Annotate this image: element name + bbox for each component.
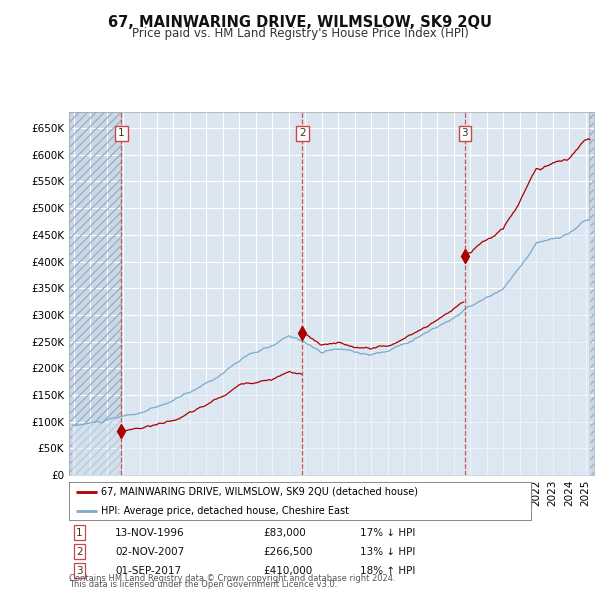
- Text: 01-SEP-2017: 01-SEP-2017: [115, 566, 181, 575]
- Text: 02-NOV-2007: 02-NOV-2007: [115, 547, 184, 556]
- Text: HPI: Average price, detached house, Cheshire East: HPI: Average price, detached house, Ches…: [101, 506, 349, 516]
- Text: 67, MAINWARING DRIVE, WILMSLOW, SK9 2QU: 67, MAINWARING DRIVE, WILMSLOW, SK9 2QU: [108, 15, 492, 30]
- Text: Contains HM Land Registry data © Crown copyright and database right 2024.: Contains HM Land Registry data © Crown c…: [69, 574, 395, 583]
- Text: 3: 3: [76, 566, 82, 575]
- Text: 2: 2: [76, 547, 82, 556]
- Text: 1: 1: [76, 528, 82, 537]
- Text: 17% ↓ HPI: 17% ↓ HPI: [360, 528, 415, 537]
- Text: £83,000: £83,000: [263, 528, 306, 537]
- Text: 3: 3: [461, 129, 468, 139]
- Text: 1: 1: [118, 129, 125, 139]
- Text: 18% ↑ HPI: 18% ↑ HPI: [360, 566, 415, 575]
- Text: 13-NOV-1996: 13-NOV-1996: [115, 528, 185, 537]
- Text: £266,500: £266,500: [263, 547, 313, 556]
- Text: 2: 2: [299, 129, 306, 139]
- Text: £410,000: £410,000: [263, 566, 312, 575]
- Text: This data is licensed under the Open Government Licence v3.0.: This data is licensed under the Open Gov…: [69, 580, 337, 589]
- Text: 13% ↓ HPI: 13% ↓ HPI: [360, 547, 415, 556]
- Text: Price paid vs. HM Land Registry's House Price Index (HPI): Price paid vs. HM Land Registry's House …: [131, 27, 469, 40]
- Text: 67, MAINWARING DRIVE, WILMSLOW, SK9 2QU (detached house): 67, MAINWARING DRIVE, WILMSLOW, SK9 2QU …: [101, 487, 418, 497]
